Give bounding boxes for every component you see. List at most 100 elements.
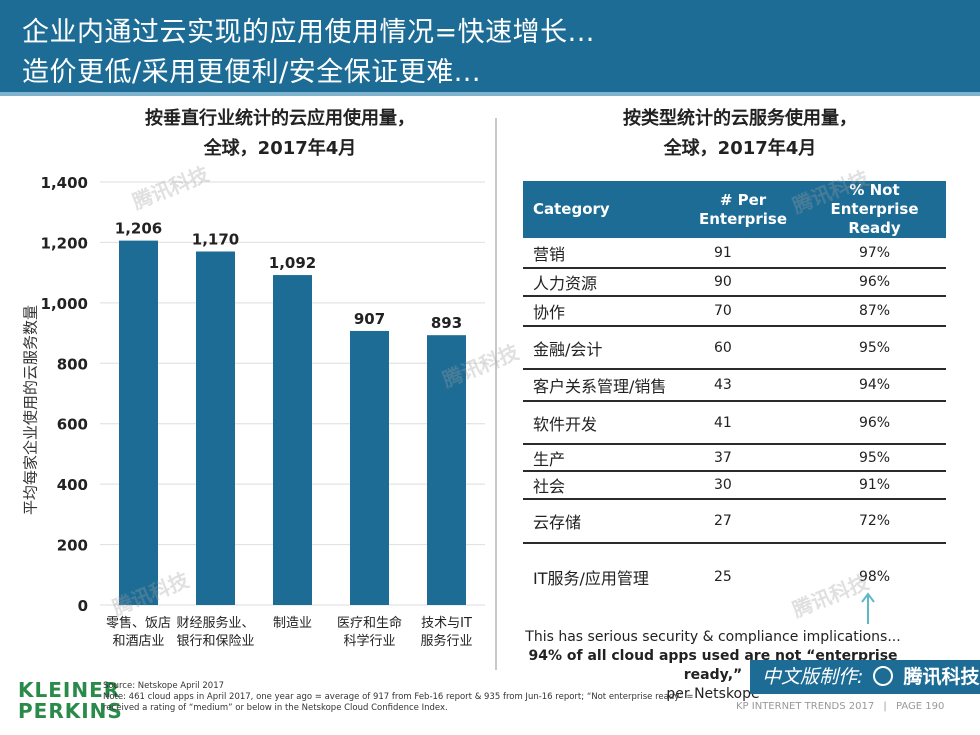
- cell-per-enterprise: 25: [714, 568, 732, 585]
- bar: [196, 251, 235, 605]
- cell-not-ready: 96%: [803, 268, 946, 297]
- tencent-logo-icon: [873, 666, 894, 686]
- y-tick-label: 400: [57, 476, 88, 494]
- footer-report: KP INTERNET TRENDS 2017: [736, 701, 875, 712]
- brand-line2: PERKINS: [18, 699, 123, 723]
- y-tick-label: 1,400: [41, 174, 88, 192]
- x-tick-label: 制造业: [273, 616, 312, 631]
- source-line1: Source: Netskope April 2017: [103, 681, 225, 691]
- cell-per-enterprise: 91: [683, 238, 803, 269]
- column-header-not-ready: % Not Enterprise Ready: [803, 181, 946, 238]
- bar-value-label: 1,092: [269, 254, 316, 272]
- column-header-per-enterprise-line2: Enterprise: [698, 209, 788, 228]
- footer-separator: |: [883, 701, 887, 712]
- table-row: 协作 70 87%: [523, 296, 946, 327]
- credit-logo-text: 腾讯科技: [903, 666, 980, 688]
- table-body: 营销 91 97% 人力资源 90 96% 协作 70 87% 金融/会计 60 95% 客户关系管理/…: [523, 238, 946, 609]
- x-tick-label: 和酒店业: [112, 634, 164, 649]
- table-header-row: Category # Per Enterprise % Not Enterpri…: [523, 181, 946, 238]
- footer-page: PAGE 190: [895, 701, 945, 712]
- bar-value-label: 1,206: [115, 220, 162, 238]
- y-tick-label: 0: [78, 597, 88, 615]
- y-tick-label: 600: [57, 416, 88, 434]
- bar: [273, 275, 312, 605]
- page-title-line2: 造价更低/采用更便利/安全保证更难...: [22, 57, 481, 88]
- cell-not-ready: 91%: [803, 471, 946, 500]
- x-tick-label: 零售、饭店: [106, 615, 171, 631]
- column-header-per-enterprise: # Per Enterprise: [683, 181, 803, 238]
- cell-category: 营销: [523, 238, 683, 269]
- cell-per-enterprise: 27: [683, 499, 803, 544]
- cell-per-enterprise: 43: [683, 369, 803, 402]
- cell-category: 软件开发: [523, 401, 683, 445]
- cell-not-ready: 87%: [803, 296, 946, 327]
- page-title-line1: 企业内通过云实现的应用使用情况=快速增长...: [22, 17, 595, 48]
- cell-category: 社会: [523, 471, 683, 500]
- credit-badge: 中文版制作: 腾讯科技: [750, 660, 980, 694]
- bar-chart-title-line2: 全球，2017年4月: [203, 138, 357, 159]
- cell-not-ready: 97%: [803, 238, 946, 269]
- bar-value-label: 1,170: [192, 230, 239, 248]
- y-tick-label: 800: [57, 355, 88, 373]
- cell-per-enterprise: 70: [683, 296, 803, 327]
- cell-per-enterprise: 30: [683, 471, 803, 500]
- table-title-line1: 按类型统计的云服务使用量，: [623, 108, 857, 129]
- note-line1: This has serious security & compliance i…: [525, 629, 901, 645]
- header-rule: [0, 92, 980, 96]
- x-tick-label: 科学行业: [343, 633, 395, 649]
- cell-category: 生产: [523, 444, 683, 472]
- cell-category: 协作: [523, 296, 683, 327]
- x-tick-label: 财经服务业、: [176, 615, 254, 631]
- bar-value-label: 907: [354, 310, 385, 328]
- up-arrow-icon: [861, 592, 875, 624]
- table-row: IT服务/应用管理 25 98%: [523, 543, 946, 609]
- bar-chart: 0 200 400 600 800 1,000 1,200 1,400 1,206 零售、饭店和酒…: [41, 174, 485, 649]
- source-line3: received a rating of “medium” or below i…: [103, 703, 448, 713]
- table-title: 按类型统计的云服务使用量， 全球，2017年4月: [560, 104, 920, 164]
- cell-not-ready: 95%: [803, 444, 946, 472]
- y-tick-label: 200: [57, 537, 88, 555]
- vertical-divider: [495, 118, 497, 670]
- column-header-category: Category: [523, 181, 683, 238]
- cell-category: 客户关系管理/销售: [523, 369, 683, 402]
- cell-per-enterprise: 37: [683, 444, 803, 472]
- table-row: 软件开发 41 96%: [523, 401, 946, 445]
- bar-value-label: 893: [431, 314, 462, 332]
- table-title-line2: 全球，2017年4月: [663, 138, 817, 159]
- source-line2: Note: 461 cloud apps in April 2017, one …: [103, 692, 694, 702]
- table-row: 人力资源 90 96%: [523, 268, 946, 297]
- y-tick-label: 1,000: [41, 295, 88, 313]
- cell-category: IT服务/应用管理: [533, 568, 649, 588]
- bar: [350, 330, 389, 605]
- cell-not-ready: 72%: [803, 499, 946, 544]
- table-row: 云存储 27 72%: [523, 499, 946, 544]
- x-tick-label: 医疗和生命: [337, 615, 402, 631]
- column-header-not-ready-line2: Ready: [848, 219, 901, 237]
- cell-category: 云存储: [523, 499, 683, 544]
- table-row: 社会 30 91%: [523, 471, 946, 500]
- page-footer: KP INTERNET TRENDS 2017 | PAGE 190: [736, 701, 944, 712]
- cell-per-enterprise: 41: [683, 401, 803, 445]
- y-tick-label: 1,200: [41, 234, 88, 252]
- cell-not-ready: 98%: [858, 568, 891, 585]
- cell-not-ready: 94%: [803, 369, 946, 402]
- bar: [427, 335, 466, 605]
- cell-per-enterprise: 60: [683, 326, 803, 370]
- x-tick-label: 服务行业: [420, 633, 472, 649]
- table-row: 生产 37 95%: [523, 444, 946, 472]
- source-note: Source: Netskope April 2017 Note: 461 cl…: [103, 681, 703, 714]
- cloud-service-table: Category # Per Enterprise % Not Enterpri…: [523, 181, 946, 609]
- cell-category: 人力资源: [523, 268, 683, 297]
- note-line3: per Netskope: [666, 686, 760, 702]
- bar: [119, 240, 158, 605]
- credit-prefix: 中文版制作:: [762, 666, 864, 688]
- table-row: 营销 91 97%: [523, 238, 946, 269]
- x-tick-label: 技术与IT: [421, 616, 472, 631]
- kleiner-perkins-logo: KLEINER PERKINS: [18, 680, 123, 722]
- brand-line1: KLEINER: [18, 678, 121, 702]
- table-row: 客户关系管理/销售 43 94%: [523, 369, 946, 402]
- cell-per-enterprise: 90: [683, 268, 803, 297]
- column-header-per-enterprise-line1: # Per: [719, 190, 767, 209]
- column-header-not-ready-line1: % Not Enterprise: [830, 181, 919, 218]
- table-row: 金融/会计 60 95%: [523, 326, 946, 370]
